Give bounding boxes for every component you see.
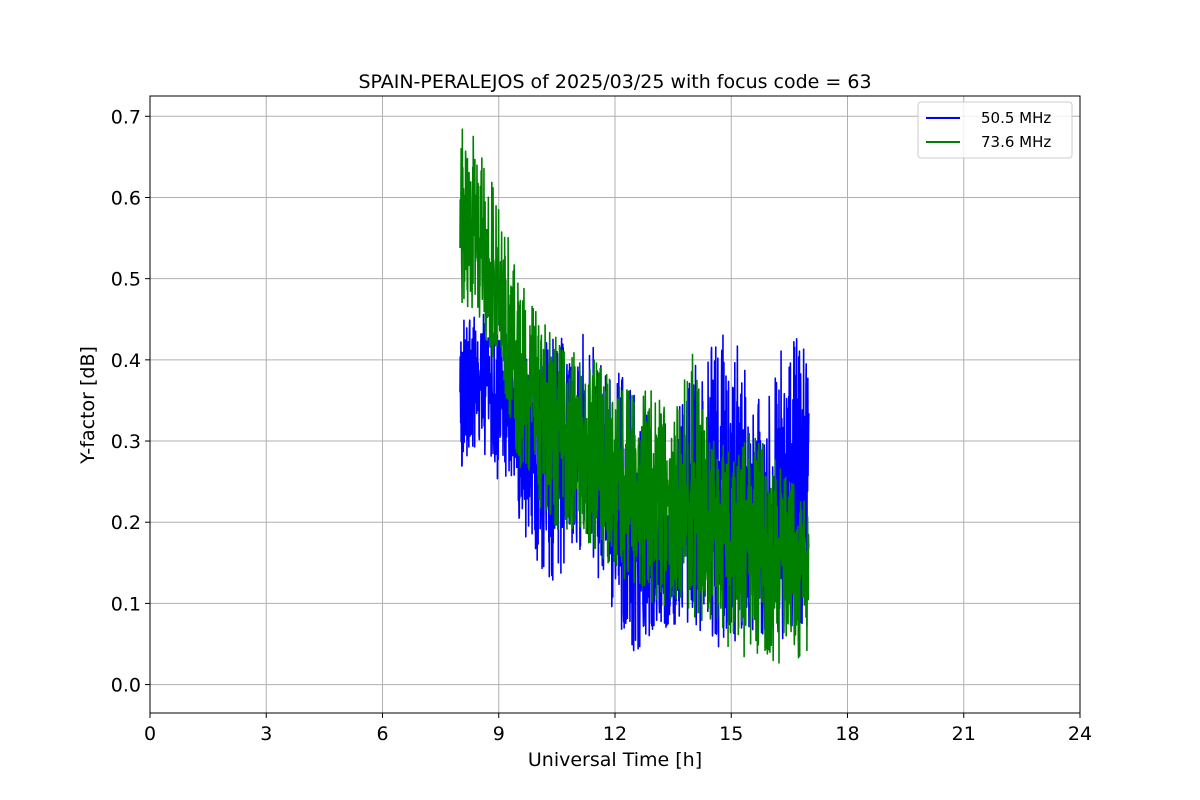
y-tick-label: 0.5 <box>111 269 141 291</box>
series-layer <box>459 128 810 664</box>
y-tick-label: 0.2 <box>111 512 141 534</box>
y-axis-label: Y-factor [dB] <box>77 346 99 465</box>
legend-label: 50.5 MHz <box>981 109 1051 127</box>
chart-title: SPAIN-PERALEJOS of 2025/03/25 with focus… <box>358 71 871 93</box>
y-tick-label: 0.7 <box>111 106 141 128</box>
x-tick-label: 3 <box>260 723 272 745</box>
x-tick-label: 6 <box>376 723 388 745</box>
x-tick-label: 18 <box>835 723 859 745</box>
series-line-1 <box>459 128 810 664</box>
x-tick-label: 12 <box>603 723 627 745</box>
y-tick-label: 0.0 <box>111 675 141 697</box>
legend-label: 73.6 MHz <box>981 133 1051 151</box>
y-tick-label: 0.4 <box>111 350 141 372</box>
x-tick-label: 24 <box>1068 723 1092 745</box>
x-tick-label: 21 <box>952 723 976 745</box>
x-tick-label: 15 <box>719 723 743 745</box>
x-tick-label: 9 <box>493 723 505 745</box>
legend: 50.5 MHz 73.6 MHz <box>917 101 1073 159</box>
x-tick-label: 0 <box>144 723 156 745</box>
x-axis-label: Universal Time [h] <box>528 749 702 771</box>
y-tick-label: 0.6 <box>111 187 141 209</box>
y-tick-label: 0.1 <box>111 593 141 615</box>
y-tick-label: 0.3 <box>111 431 141 453</box>
ticks: 0 3 6 9 12 15 18 21 24 0.0 0.1 0.2 0.3 0.4 0.5 0.6 0.7 <box>111 106 1092 745</box>
legend-box <box>917 101 1073 159</box>
